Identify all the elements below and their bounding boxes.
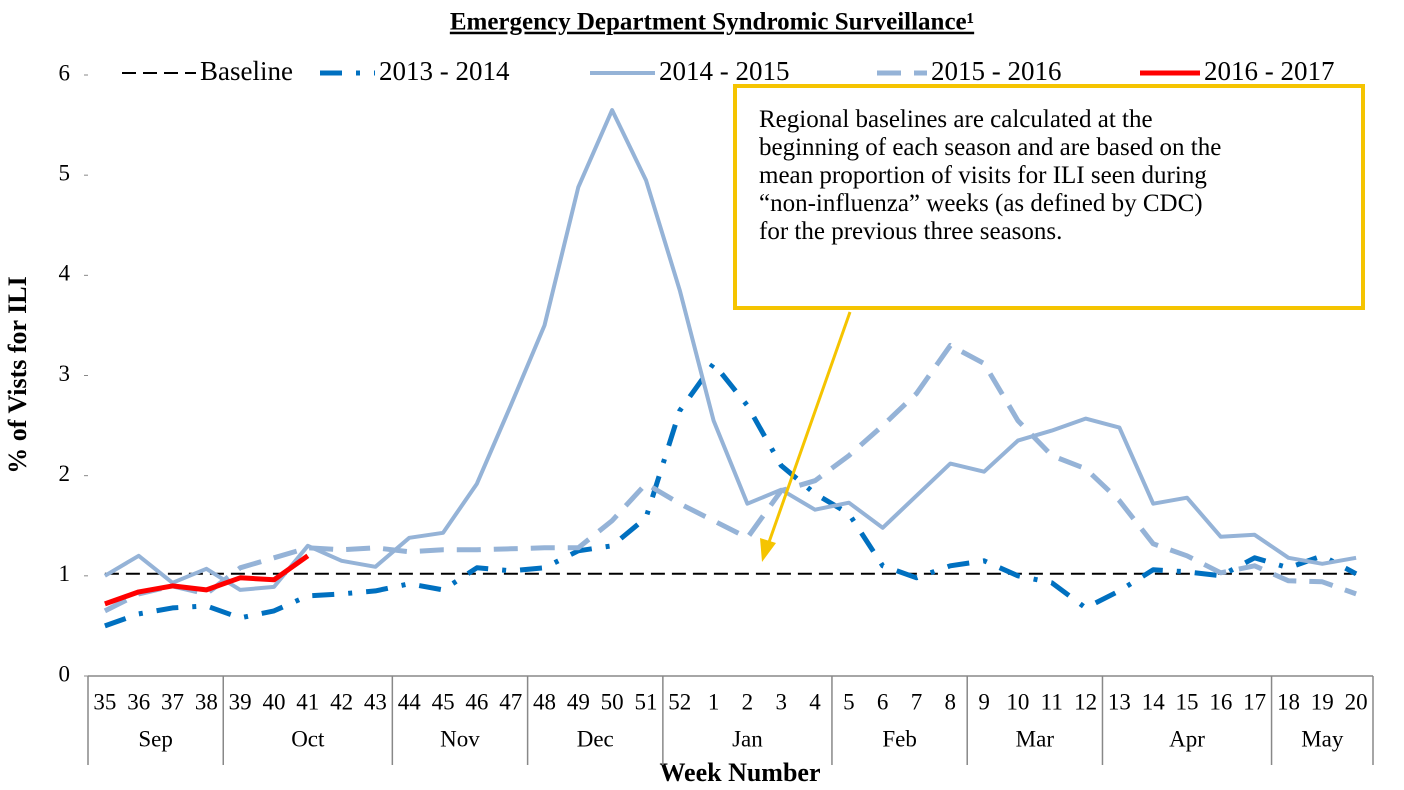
- x-tick-label: 45: [432, 689, 455, 714]
- x-tick-label: 44: [398, 689, 422, 714]
- y-tick-label: 4: [59, 261, 71, 286]
- x-tick-label: 48: [533, 689, 556, 714]
- x-group-label: May: [1301, 726, 1344, 751]
- x-group-label: Oct: [291, 726, 325, 751]
- x-tick-label: 14: [1142, 689, 1166, 714]
- y-tick-label: 5: [59, 160, 71, 185]
- x-group-label: Nov: [440, 726, 480, 751]
- annotation-line: for the previous three seasons.: [759, 218, 1063, 245]
- y-tick-label: 3: [59, 361, 71, 386]
- annotation-box: Regional baselines are calculated at the…: [733, 84, 1365, 310]
- legend-item: 2015 - 2016: [877, 56, 1062, 86]
- x-tick-label: 18: [1277, 689, 1300, 714]
- legend-label: Baseline: [200, 56, 293, 86]
- x-tick-label: 5: [843, 689, 855, 714]
- x-tick-label: 52: [668, 689, 691, 714]
- annotation-line: mean proportion of visits for ILI seen d…: [759, 162, 1207, 189]
- x-tick-label: 36: [127, 689, 150, 714]
- x-tick-label: 12: [1074, 689, 1097, 714]
- annotation-line: beginning of each season and are based o…: [759, 134, 1222, 161]
- x-group-label: Feb: [882, 726, 917, 751]
- x-tick-label: 46: [465, 689, 488, 714]
- x-group-label: Sep: [138, 726, 173, 751]
- y-tick-label: 1: [59, 561, 71, 586]
- chart-title: Emergency Department Syndromic Surveilla…: [450, 9, 974, 36]
- x-tick-label: 35: [93, 689, 116, 714]
- x-tick-label: 16: [1209, 689, 1232, 714]
- x-tick-label: 17: [1243, 689, 1266, 714]
- x-tick-label: 6: [877, 689, 889, 714]
- x-tick-label: 2: [742, 689, 754, 714]
- x-tick-label: 40: [262, 689, 285, 714]
- legend-label: 2016 - 2017: [1204, 56, 1335, 86]
- x-group-label: Apr: [1169, 726, 1205, 751]
- legend-item: 2014 - 2015: [590, 56, 790, 86]
- x-tick-label: 7: [911, 689, 923, 714]
- x-axis-title: Week Number: [659, 758, 820, 787]
- x-tick-label: 49: [567, 689, 590, 714]
- x-tick-label: 15: [1176, 689, 1199, 714]
- x-tick-label: 42: [330, 689, 353, 714]
- legend-label: 2014 - 2015: [659, 56, 790, 86]
- x-tick-label: 50: [601, 689, 624, 714]
- x-tick-label: 39: [229, 689, 252, 714]
- x-tick-label: 47: [499, 689, 522, 714]
- legend-item: Baseline: [122, 56, 293, 86]
- annotation-line: Regional baselines are calculated at the: [759, 106, 1153, 133]
- series-line: [104, 361, 1358, 629]
- x-tick-label: 11: [1041, 689, 1063, 714]
- x-tick-label: 3: [775, 689, 787, 714]
- x-group-label: Mar: [1016, 726, 1055, 751]
- x-group-label: Dec: [577, 726, 614, 751]
- x-tick-label: 43: [364, 689, 387, 714]
- legend-item: 2013 - 2014: [320, 56, 510, 86]
- annotation-line: “non-influenza” weeks (as defined by CDC…: [759, 190, 1203, 217]
- x-tick-label: 41: [296, 689, 319, 714]
- legend-label: 2015 - 2016: [931, 56, 1062, 86]
- annotation-arrow: [766, 311, 852, 546]
- legend-item: 2016 - 2017: [1140, 56, 1335, 86]
- x-tick-label: 1: [708, 689, 720, 714]
- series-line: [103, 343, 1357, 614]
- annotation-arrowhead: [760, 538, 776, 562]
- y-tick-label: 6: [59, 60, 71, 85]
- series-line: [104, 553, 310, 607]
- y-axis-title: % of Vists for ILI: [3, 276, 32, 473]
- x-tick-label: 9: [978, 689, 990, 714]
- x-tick-label: 51: [634, 689, 657, 714]
- x-tick-label: 37: [161, 689, 184, 714]
- x-tick-label: 13: [1108, 689, 1131, 714]
- x-tick-label: 10: [1006, 689, 1029, 714]
- x-tick-label: 8: [945, 689, 957, 714]
- x-tick-label: 19: [1311, 689, 1334, 714]
- x-tick-label: 4: [809, 689, 821, 714]
- y-tick-label: 0: [59, 661, 71, 686]
- x-group-label: Jan: [732, 726, 763, 751]
- x-tick-label: 38: [195, 689, 218, 714]
- legend-label: 2013 - 2014: [379, 56, 510, 86]
- x-tick-label: 20: [1345, 689, 1368, 714]
- y-tick-label: 2: [59, 461, 71, 486]
